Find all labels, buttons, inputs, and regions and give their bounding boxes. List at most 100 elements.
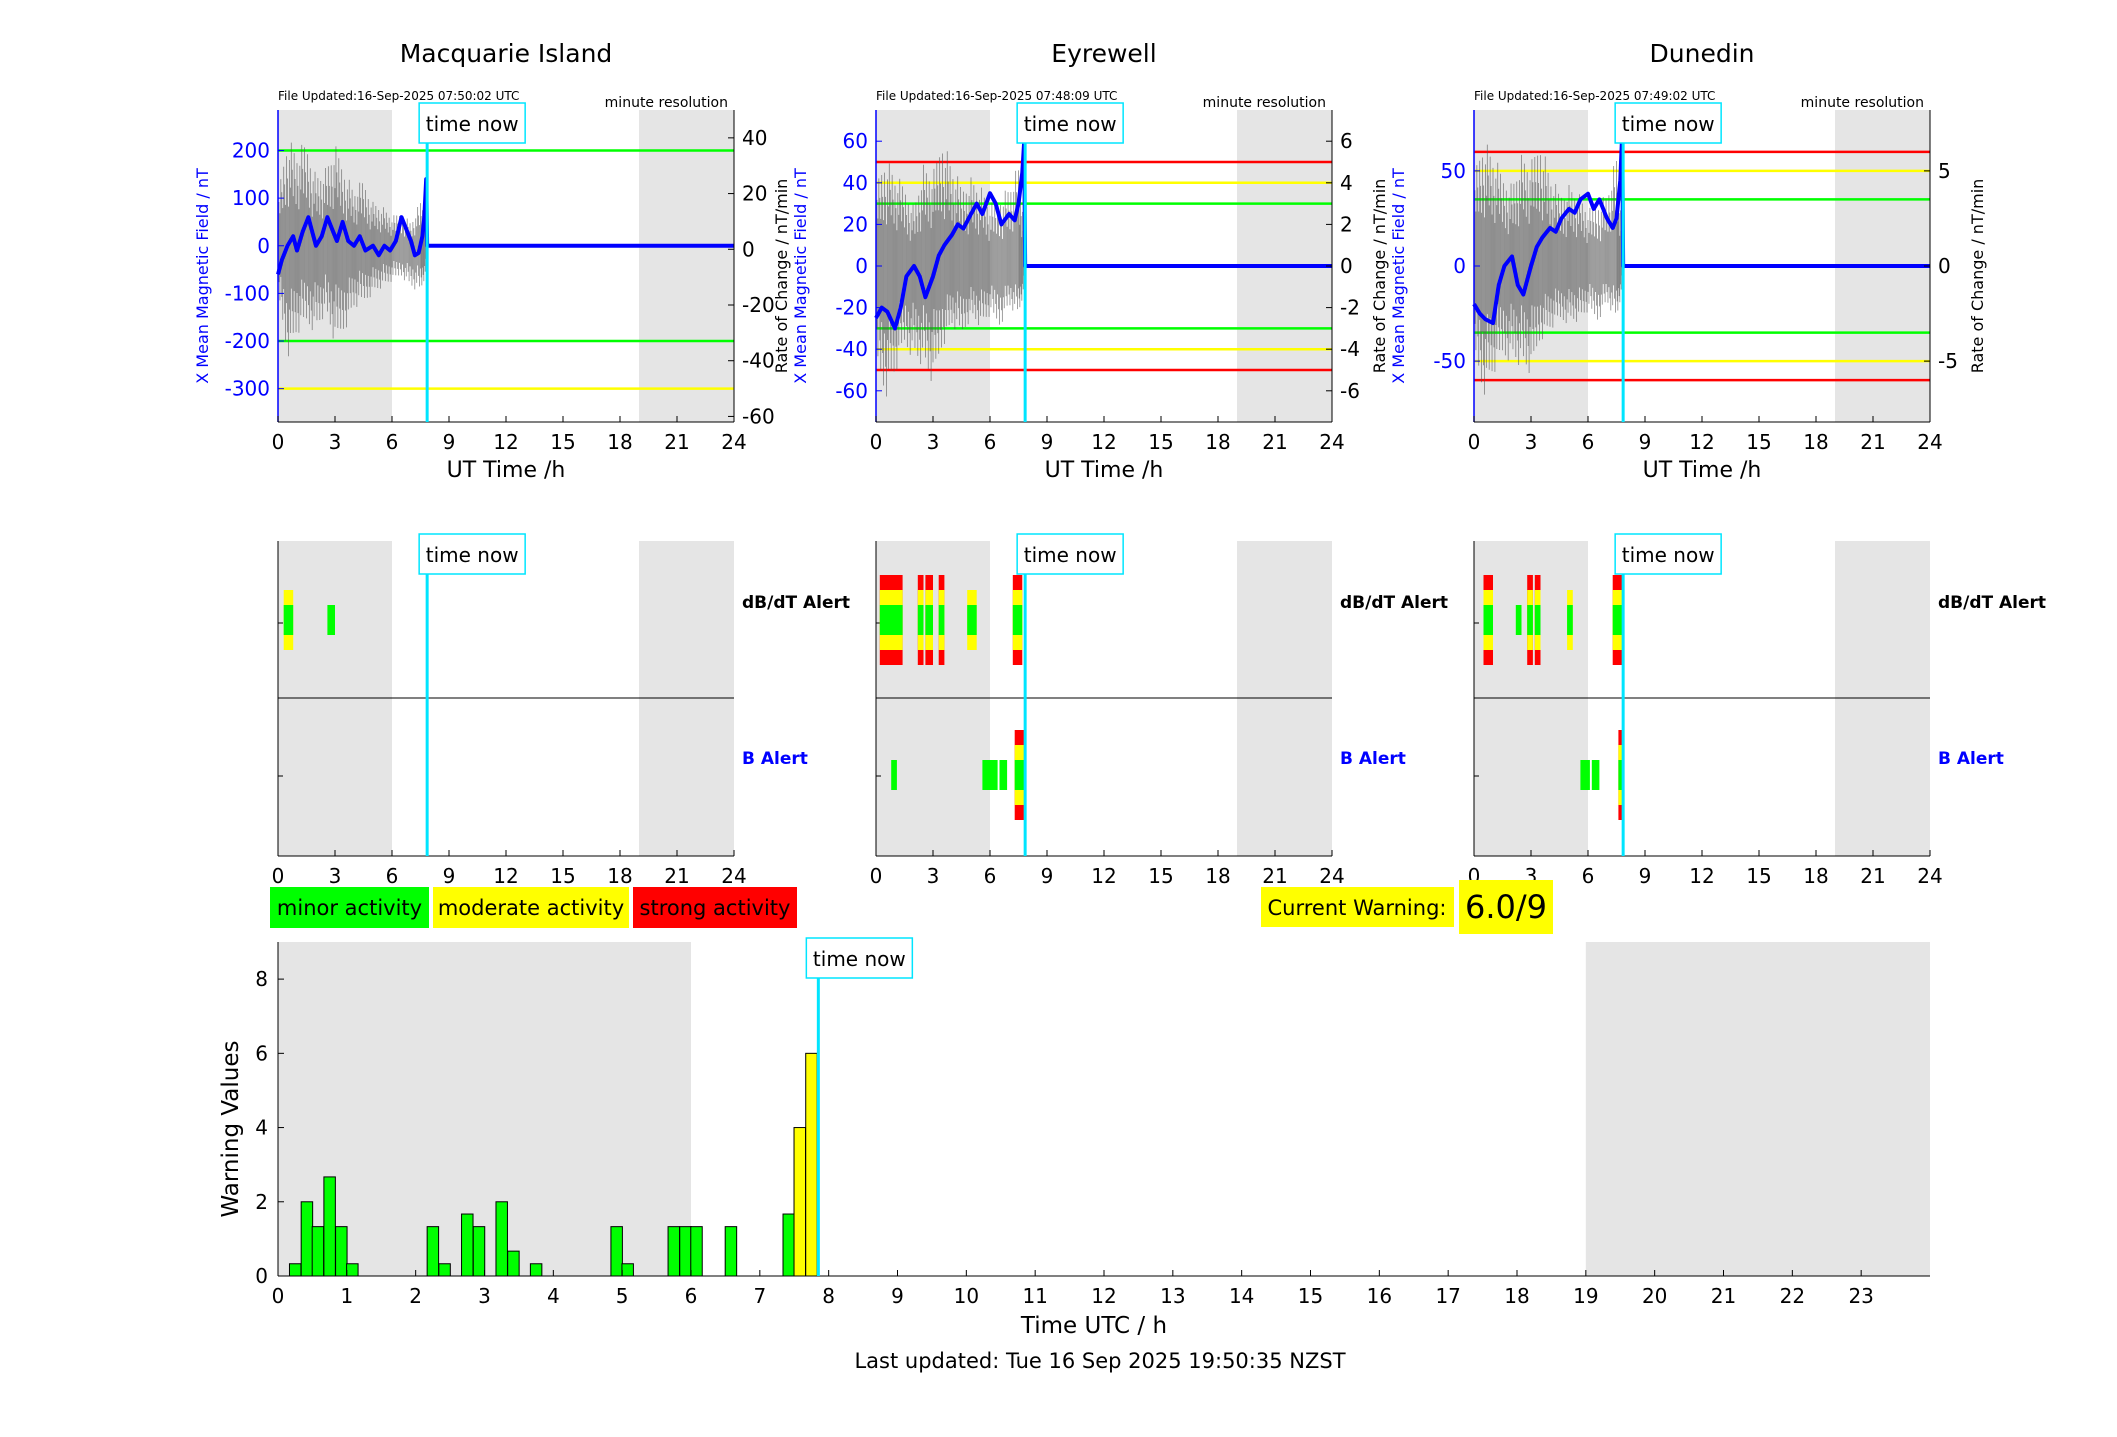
dbdt-alert-bar: [967, 605, 977, 635]
time-now-callout: time now: [1016, 533, 1124, 575]
x-tick-label: 12: [1689, 864, 1714, 888]
x-tick-label: 21: [1711, 1284, 1736, 1308]
station-title: Macquarie Island: [400, 39, 613, 68]
x-tick-label: 21: [664, 430, 689, 454]
time-now-label: time now: [426, 112, 519, 136]
y-tick-label: -300: [225, 377, 270, 401]
y-tick-label: 50: [1441, 159, 1466, 183]
warning-bar: [335, 1226, 348, 1277]
y2-tick-label: 40: [742, 126, 767, 150]
b-alert-bar: [1591, 760, 1600, 790]
legend-swatch: [433, 887, 629, 928]
station-panel: Macquarie Island File Updated:16-Sep-2025…: [193, 39, 791, 483]
time-now-box: [1016, 102, 1124, 144]
night-shade: [1585, 942, 1930, 1276]
time-now-box: [805, 937, 914, 979]
x-tick-label: 11: [1022, 1284, 1047, 1308]
x-tick-label: 6: [984, 864, 997, 888]
y-tick-label: 6: [255, 1041, 268, 1065]
warning-bar: [346, 1263, 359, 1277]
time-now-callout: time now: [1016, 102, 1124, 144]
y-axis-label: Warning Values: [218, 1040, 244, 1217]
x-tick-label: 18: [1205, 864, 1230, 888]
dbdt-alert-bar: [1567, 605, 1573, 635]
x-tick-label: 0: [1468, 430, 1481, 454]
x-tick-label: 18: [607, 430, 632, 454]
y-tick-label: 4: [255, 1116, 268, 1140]
time-now-box: [418, 533, 526, 575]
x-tick-label: 9: [891, 1284, 904, 1308]
y-tick-label: 100: [232, 186, 270, 210]
x-tick-label: 21: [664, 864, 689, 888]
time-now-box: [1016, 533, 1124, 575]
current-warning: Current Warning: 6.0/9: [1261, 880, 1553, 934]
x-field-line: [874, 139, 1332, 331]
x-tick-label: 6: [685, 1284, 698, 1308]
y2-tick-label: 6: [1340, 129, 1353, 153]
station-panel: Eyrewell File Updated:16-Sep-2025 07:48:0…: [791, 39, 1389, 483]
time-now-callout: time now: [1614, 102, 1722, 144]
x-tick-label: 15: [1148, 430, 1173, 454]
x-tick-label: 12: [1689, 430, 1714, 454]
current-warning-value: 6.0/9: [1465, 888, 1547, 926]
x-tick-label: 15: [1148, 864, 1173, 888]
y2-tick-label: 5: [1938, 159, 1951, 183]
dbdt-alert-bar: [1534, 605, 1541, 635]
y2-axis-label: Rate of Change / nT/min: [772, 179, 791, 374]
y-tick-label: 2: [255, 1190, 268, 1214]
time-now-label: time now: [426, 543, 519, 567]
warning-bar: [782, 1213, 795, 1277]
warning-bar: [311, 1226, 325, 1277]
x-tick-label: 0: [272, 1284, 285, 1308]
night-shade: [639, 110, 734, 422]
alert-panel: 0 3 6 9 12 15 18 21 24 dB/dT Alert B Alert time now: [870, 533, 1448, 888]
y-tick-label: -50: [1433, 349, 1466, 373]
y2-tick-label: 4: [1340, 171, 1353, 195]
x-tick-label: 6: [1582, 864, 1595, 888]
x-tick-label: 6: [386, 430, 399, 454]
file-updated: File Updated:16-Sep-2025 07:50:02 UTC: [278, 89, 519, 103]
y-tick-label: -60: [835, 379, 868, 403]
warning-bar: [323, 1176, 336, 1277]
legend-label: strong activity: [640, 896, 791, 920]
y2-tick-label: -20: [742, 293, 775, 317]
x-tick-label: 17: [1435, 1284, 1460, 1308]
x-tick-label: 13: [1160, 1284, 1185, 1308]
time-now-box: [1614, 102, 1722, 144]
x-tick-label: 21: [1262, 430, 1287, 454]
y2-tick-label: -2: [1340, 296, 1360, 320]
time-now-callout: time now: [418, 533, 526, 575]
x-tick-label: 9: [1639, 864, 1652, 888]
x-tick-label: 18: [1803, 430, 1828, 454]
x-tick-label: 15: [1746, 864, 1771, 888]
x-tick-label: 3: [1525, 430, 1538, 454]
x-tick-label: 12: [493, 864, 518, 888]
b-alert-bar: [999, 760, 1008, 790]
x-tick-label: 2: [409, 1284, 422, 1308]
b-alert-bar: [1618, 760, 1625, 790]
legend-label: moderate activity: [438, 896, 624, 920]
legend-item: minor activity: [270, 887, 429, 928]
x-tick-label: 15: [550, 864, 575, 888]
resolution-label: minute resolution: [1801, 95, 1924, 111]
y-axis-label: X Mean Magnetic Field / nT: [1389, 168, 1408, 384]
x-tick-label: 24: [721, 864, 746, 888]
x-tick-label: 22: [1780, 1284, 1805, 1308]
dbdt-alert-bar: [1515, 605, 1522, 635]
x-tick-label: 0: [870, 864, 883, 888]
y-tick-label: 20: [843, 212, 868, 236]
y-tick-label: 60: [843, 129, 868, 153]
dbdt-alert-bar: [327, 605, 335, 635]
station-title: Dunedin: [1650, 39, 1755, 68]
y-tick-label: 8: [255, 967, 268, 991]
alert-panel: 0 3 6 9 12 15 18 21 24 dB/dT Alert B Alert time now: [272, 533, 850, 888]
dbdt-alert-bar: [925, 605, 933, 635]
b-alert-label: B Alert: [742, 749, 808, 769]
warning-bar: [679, 1226, 692, 1277]
x-tick-label: 24: [1917, 864, 1942, 888]
x-tick-label: 18: [607, 864, 632, 888]
y-tick-label: 40: [843, 171, 868, 195]
y2-axis-label: Rate of Change / nT/min: [1968, 179, 1987, 374]
